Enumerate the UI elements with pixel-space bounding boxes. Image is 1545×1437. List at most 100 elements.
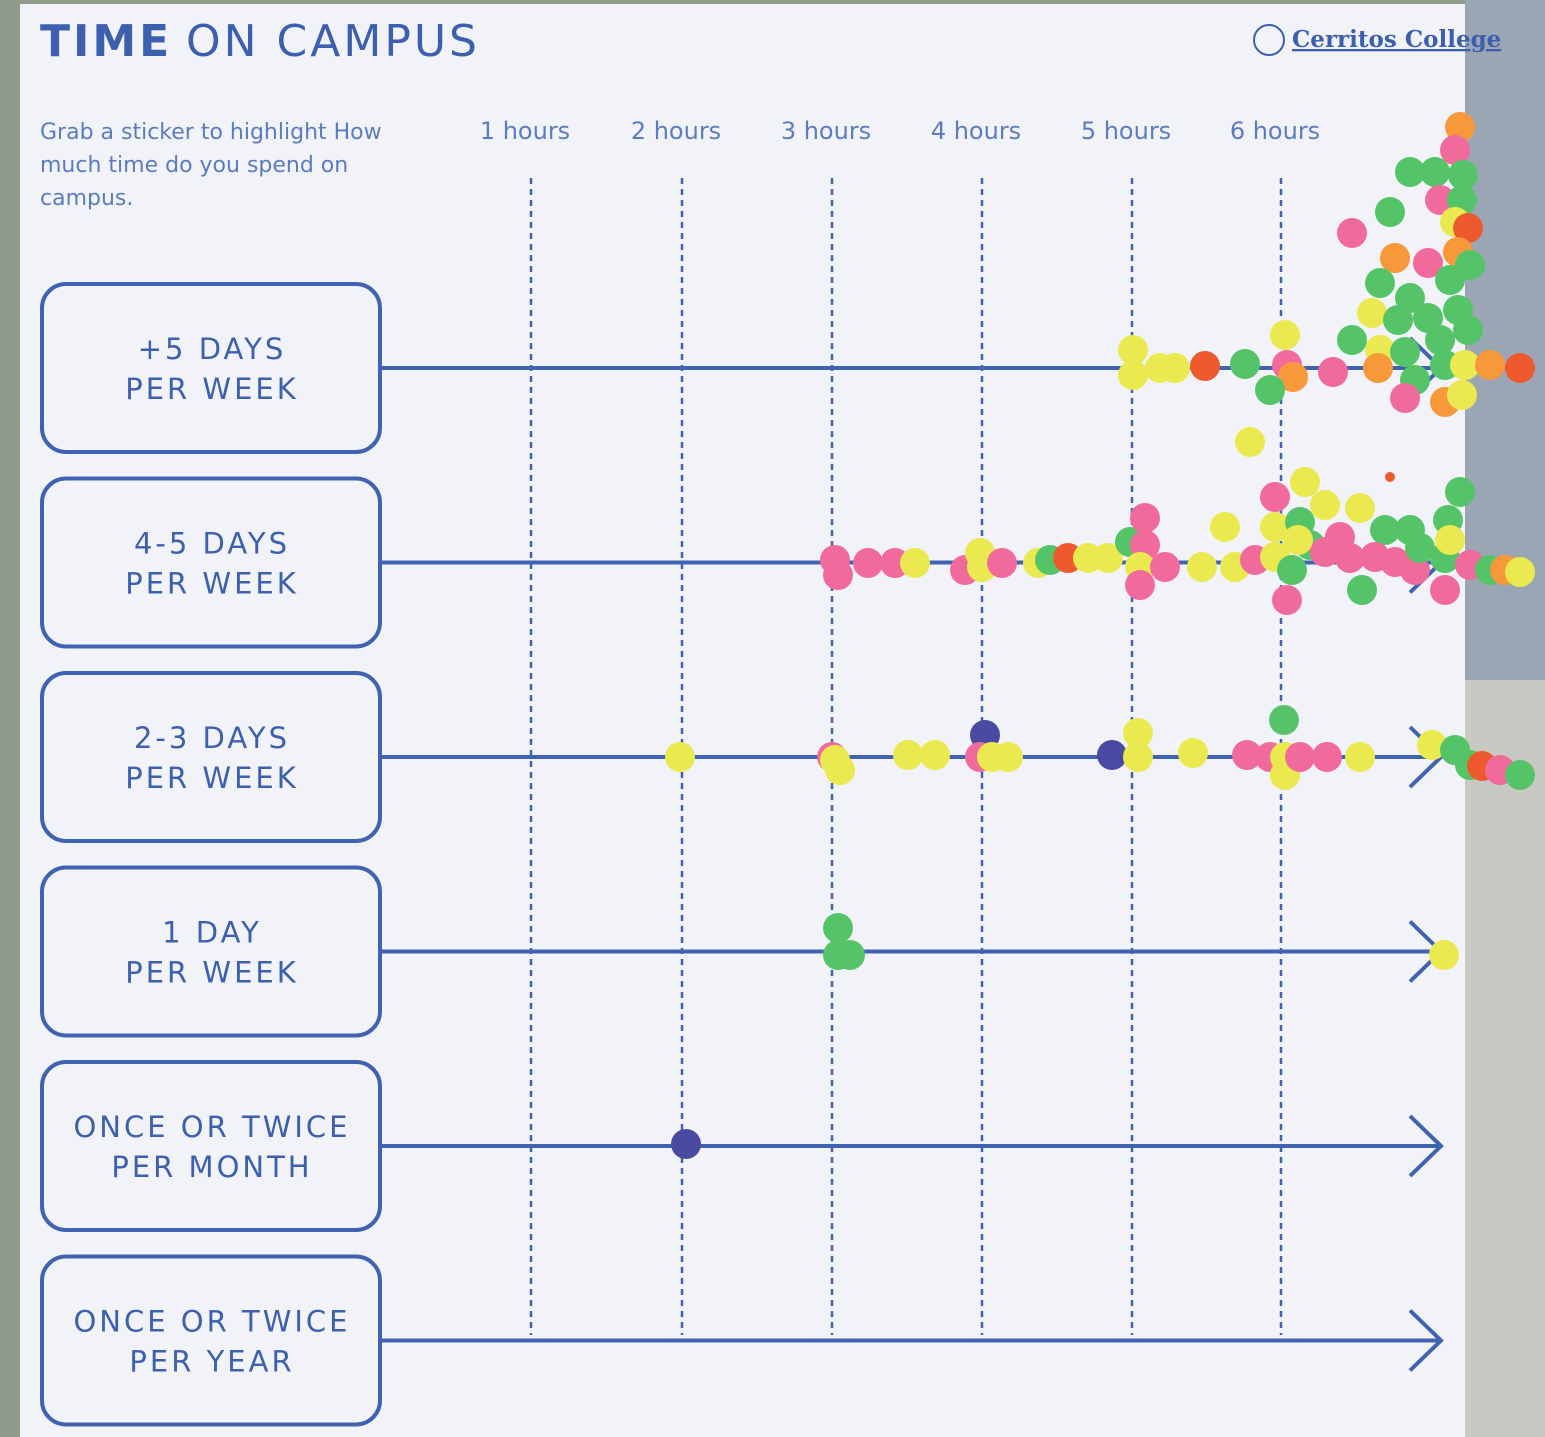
sticker bbox=[1118, 335, 1148, 365]
sticker bbox=[1445, 112, 1475, 142]
sticker bbox=[1130, 503, 1160, 533]
sticker bbox=[1337, 325, 1367, 355]
row-label: 2-3 DAYS bbox=[134, 721, 290, 755]
sticker bbox=[825, 755, 855, 785]
sticker bbox=[1365, 268, 1395, 298]
sticker bbox=[1363, 353, 1393, 383]
sticker bbox=[1272, 585, 1302, 615]
sticker bbox=[1232, 740, 1262, 770]
sticker bbox=[1413, 303, 1443, 333]
sticker bbox=[1118, 360, 1148, 390]
sticker bbox=[1283, 525, 1313, 555]
sticker bbox=[1453, 213, 1483, 243]
sticker bbox=[1260, 512, 1290, 542]
sticker bbox=[1260, 482, 1290, 512]
sticker bbox=[1450, 350, 1480, 380]
sticker bbox=[1505, 760, 1535, 790]
instruction-line: much time do you spend on bbox=[40, 153, 348, 178]
sticker bbox=[823, 560, 853, 590]
sticker bbox=[1290, 467, 1320, 497]
hour-label: 3 hours bbox=[781, 117, 871, 145]
sticker bbox=[1375, 197, 1405, 227]
sticker bbox=[1312, 742, 1342, 772]
sticker bbox=[1370, 515, 1400, 545]
sticker bbox=[1097, 740, 1127, 770]
sticker bbox=[900, 548, 930, 578]
sticker bbox=[1405, 533, 1435, 563]
arrow-head bbox=[1408, 1114, 1444, 1178]
sticker bbox=[1505, 353, 1535, 383]
hour-label: 6 hours bbox=[1230, 117, 1320, 145]
row-label: PER WEEK bbox=[125, 372, 299, 406]
sticker bbox=[1255, 375, 1285, 405]
row-label: PER MONTH bbox=[111, 1150, 312, 1184]
sticker bbox=[1310, 490, 1340, 520]
sticker bbox=[1335, 543, 1365, 573]
sticker bbox=[893, 740, 923, 770]
sticker bbox=[1337, 218, 1367, 248]
sticker bbox=[835, 940, 865, 970]
sticker bbox=[1123, 718, 1153, 748]
sticker bbox=[1125, 570, 1155, 600]
sticker bbox=[1345, 493, 1375, 523]
sticker bbox=[1093, 543, 1123, 573]
sticker bbox=[1395, 157, 1425, 187]
sticker bbox=[1425, 325, 1455, 355]
logo-icon bbox=[1253, 24, 1285, 56]
sticker bbox=[1390, 383, 1420, 413]
sticker bbox=[1475, 350, 1505, 380]
sticker bbox=[1448, 160, 1478, 190]
sticker bbox=[1440, 135, 1470, 165]
sticker bbox=[1390, 337, 1420, 367]
sticker bbox=[1505, 557, 1535, 587]
sticker bbox=[1445, 477, 1475, 507]
title: ON CAMPUS bbox=[186, 16, 480, 67]
sticker bbox=[1235, 427, 1265, 457]
sticker bbox=[1278, 362, 1308, 392]
row-label: +5 DAYS bbox=[138, 332, 287, 366]
sticker bbox=[1385, 472, 1395, 482]
row-label: PER YEAR bbox=[129, 1345, 294, 1379]
sticker bbox=[1187, 552, 1217, 582]
sticker bbox=[1383, 305, 1413, 335]
sticker bbox=[1178, 738, 1208, 768]
arrow-head bbox=[1408, 1309, 1444, 1372]
sticker bbox=[1395, 283, 1425, 313]
hour-label: 2 hours bbox=[631, 117, 721, 145]
sticker bbox=[1210, 512, 1240, 542]
row-label: 1 DAY bbox=[162, 916, 262, 950]
row-label: 4-5 DAYS bbox=[134, 527, 290, 561]
sticker bbox=[993, 742, 1023, 772]
sticker bbox=[1150, 552, 1180, 582]
sticker bbox=[1447, 380, 1477, 410]
instruction-line: campus. bbox=[40, 186, 133, 211]
sticker bbox=[671, 1129, 701, 1159]
sticker bbox=[1413, 248, 1443, 278]
sticker bbox=[1270, 320, 1300, 350]
sticker bbox=[1417, 730, 1447, 760]
sticker bbox=[1123, 742, 1153, 772]
logo: Cerritos College bbox=[1292, 26, 1501, 53]
sticker bbox=[853, 548, 883, 578]
row-label: PER WEEK bbox=[125, 956, 299, 990]
sticker bbox=[665, 742, 695, 772]
sticker bbox=[1269, 705, 1299, 735]
sticker bbox=[1435, 525, 1465, 555]
sticker bbox=[1425, 185, 1455, 215]
sticker bbox=[1435, 265, 1465, 295]
row-label: PER WEEK bbox=[125, 567, 299, 601]
sticker bbox=[1357, 298, 1387, 328]
sticker bbox=[1230, 349, 1260, 379]
sticker bbox=[1190, 351, 1220, 381]
hour-label: 5 hours bbox=[1081, 117, 1171, 145]
sticker bbox=[1345, 742, 1375, 772]
sticker bbox=[1380, 243, 1410, 273]
sticker bbox=[823, 913, 853, 943]
row-label: ONCE OR TWICE bbox=[73, 1305, 350, 1339]
sticker bbox=[1318, 357, 1348, 387]
sticker bbox=[1420, 157, 1450, 187]
hour-label: 4 hours bbox=[931, 117, 1021, 145]
sticker bbox=[1453, 315, 1483, 345]
hour-label: 1 hours bbox=[480, 117, 570, 145]
